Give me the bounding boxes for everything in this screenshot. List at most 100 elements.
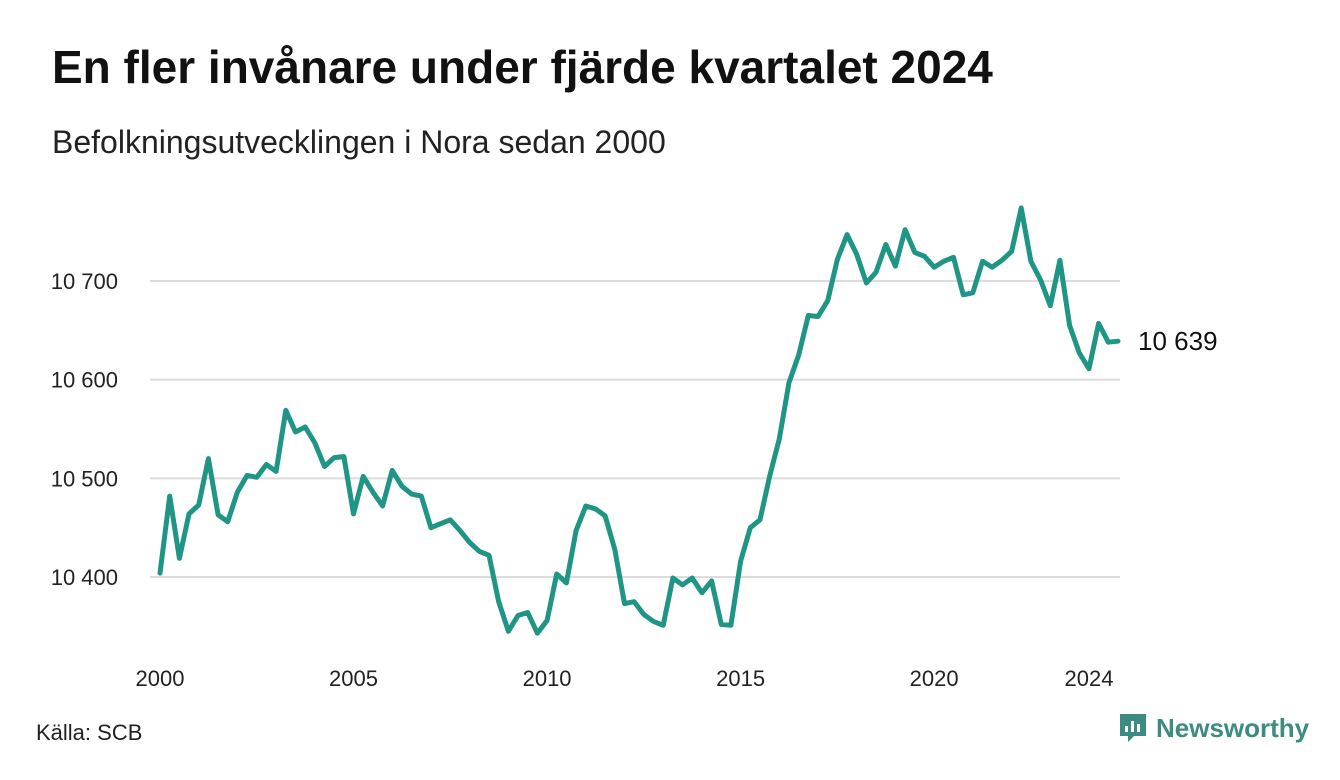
data-point (1087, 366, 1092, 371)
data-point (564, 580, 569, 585)
data-point (390, 468, 395, 473)
data-point (525, 610, 530, 615)
y-tick-label: 10 600 (51, 368, 118, 393)
data-point (187, 511, 192, 516)
data-point (496, 599, 501, 604)
end-value-label: 10 639 (1138, 326, 1218, 356)
data-point (922, 254, 927, 259)
data-point (545, 618, 550, 623)
data-point (506, 629, 511, 634)
data-point (874, 270, 879, 275)
data-point (593, 506, 598, 511)
end-label-group: 10 639 (1138, 326, 1218, 356)
data-point (196, 503, 201, 508)
data-point (1106, 340, 1111, 345)
data-point (1019, 206, 1024, 211)
y-tick-label: 10 700 (51, 269, 118, 294)
data-point (758, 517, 763, 522)
data-point (661, 623, 666, 628)
data-point (428, 525, 433, 530)
data-point (554, 572, 559, 577)
data-point (583, 504, 588, 509)
data-point (825, 298, 830, 303)
data-point (254, 475, 259, 480)
data-point (516, 613, 521, 618)
data-point (748, 525, 753, 530)
data-point (612, 547, 617, 552)
data-point (467, 540, 472, 545)
brand-name: Newsworthy (1156, 712, 1310, 743)
data-point (1057, 258, 1062, 263)
data-point (399, 484, 404, 489)
data-point (1009, 249, 1014, 254)
x-tick-label: 2015 (716, 666, 765, 691)
data-point (777, 436, 782, 441)
data-point (177, 556, 182, 561)
data-point (845, 232, 850, 237)
data-point (990, 265, 995, 270)
data-point (361, 474, 366, 479)
data-point (1038, 278, 1043, 283)
data-point (670, 576, 675, 581)
data-point (351, 511, 356, 516)
data-point (370, 490, 375, 495)
data-point (999, 258, 1004, 263)
data-point (235, 490, 240, 495)
data-point (699, 590, 704, 595)
data-point (651, 619, 656, 624)
data-point (883, 242, 888, 247)
data-point (970, 290, 975, 295)
y-tick-label: 10 500 (51, 466, 118, 491)
x-tick-label: 2000 (136, 666, 185, 691)
data-point (816, 314, 821, 319)
data-point (1116, 339, 1121, 344)
chart-title: En fler invånare under fjärde kvartalet … (52, 41, 993, 93)
data-point (332, 455, 337, 460)
data-point (283, 408, 288, 413)
y-axis-ticks: 10 400 10 500 10 600 10 700 (51, 269, 118, 590)
data-point (487, 553, 492, 558)
data-point (419, 494, 424, 499)
data-point (477, 549, 482, 554)
data-point (632, 599, 637, 604)
data-point (274, 469, 279, 474)
data-point (806, 313, 811, 318)
x-tick-label: 2024 (1064, 666, 1113, 691)
brand: Newsworthy (1118, 712, 1309, 744)
data-point (158, 571, 163, 576)
data-point (1048, 303, 1053, 308)
data-point (1096, 321, 1101, 326)
data-point (574, 528, 579, 533)
data-point (303, 425, 308, 430)
data-point (312, 440, 317, 445)
data-point (680, 582, 685, 587)
data-point (864, 281, 869, 286)
data-point (1077, 351, 1082, 356)
data-point (225, 519, 230, 524)
data-point (409, 492, 414, 497)
data-series (157, 205, 1121, 636)
data-point (738, 559, 743, 564)
data-point (787, 380, 792, 385)
data-point (941, 259, 946, 264)
data-point (622, 601, 627, 606)
x-tick-label: 2020 (910, 666, 959, 691)
data-point (854, 252, 859, 257)
data-point (380, 504, 385, 509)
data-point (535, 631, 540, 636)
x-tick-label: 2005 (329, 666, 378, 691)
data-point (690, 576, 695, 581)
data-point (767, 474, 772, 479)
data-point (728, 623, 733, 628)
data-point (206, 456, 211, 461)
data-point (1028, 259, 1033, 264)
data-point (719, 622, 724, 627)
data-point (167, 494, 172, 499)
data-point (603, 513, 608, 518)
source-note: Källa: SCB (36, 720, 143, 745)
x-axis-ticks: 2000 2005 2010 2015 2020 2024 (136, 666, 1114, 691)
data-point (641, 612, 646, 617)
data-point (961, 292, 966, 297)
data-point (709, 578, 714, 583)
data-point (341, 454, 346, 459)
